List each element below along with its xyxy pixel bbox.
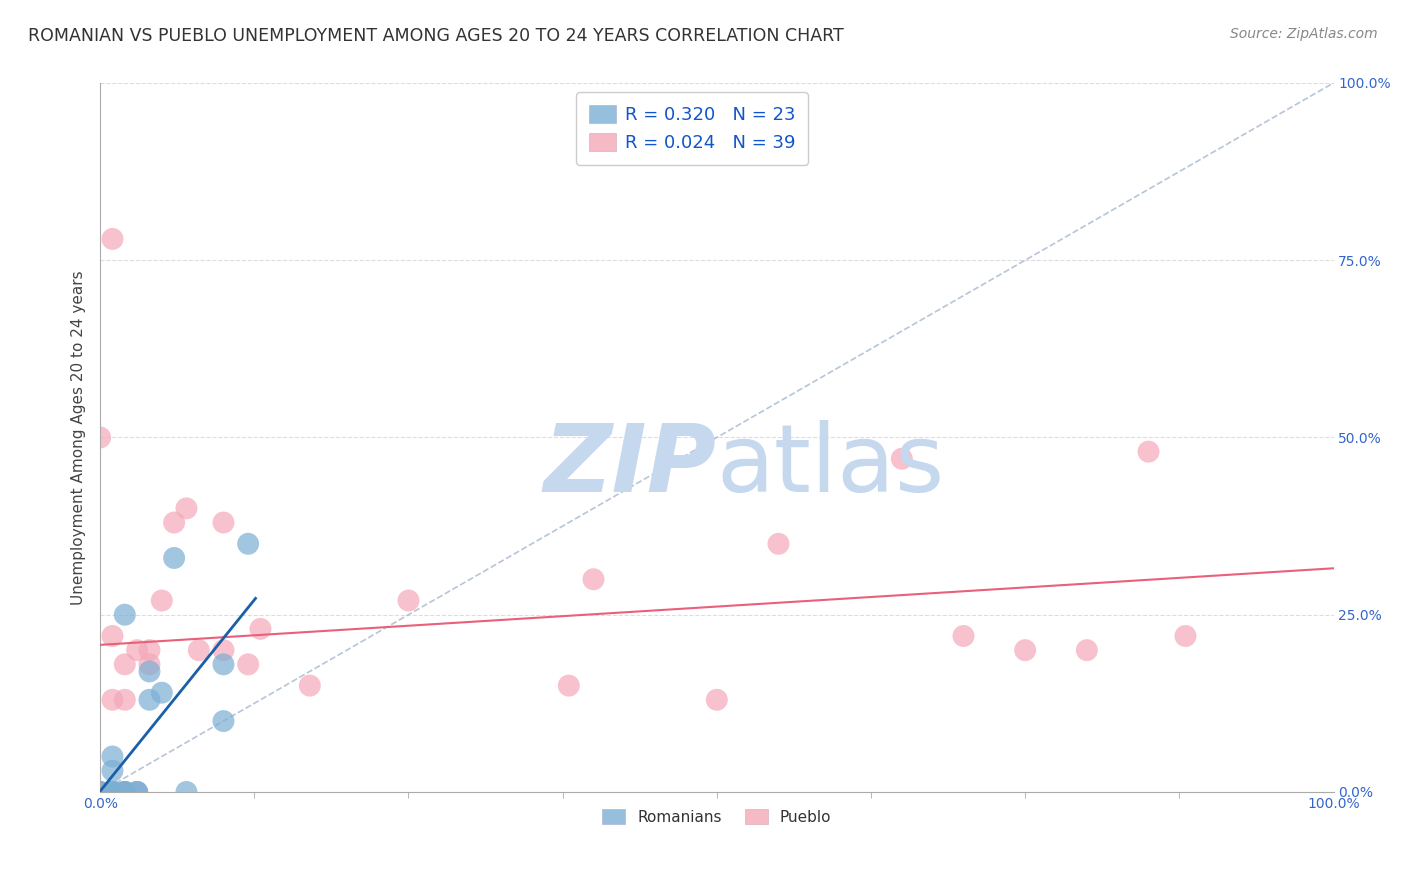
Point [127,785,149,799]
Point [101,693,124,707]
Text: atlas: atlas [717,420,945,512]
Point [101,785,124,799]
Point [1076,643,1098,657]
Text: Source: ZipAtlas.com: Source: ZipAtlas.com [1230,27,1378,41]
Point [114,657,136,672]
Point [114,693,136,707]
Point [127,785,149,799]
Point [127,785,149,799]
Point [150,593,173,607]
Point [768,537,790,551]
Point [890,451,912,466]
Point [101,232,124,246]
Point [138,665,160,679]
Point [89,430,111,444]
Point [101,785,124,799]
Point [176,501,198,516]
Point [706,693,728,707]
Point [101,785,124,799]
Point [952,629,974,643]
Point [187,643,209,657]
Point [150,686,173,700]
Point [89,785,111,799]
Point [212,657,235,672]
Point [398,593,420,607]
Text: ZIP: ZIP [544,420,717,512]
Point [1014,643,1036,657]
Point [176,785,198,799]
Point [236,657,259,672]
Point [89,785,111,799]
Point [1174,629,1197,643]
Point [138,657,160,672]
Point [212,516,235,530]
Point [101,785,124,799]
Point [138,643,160,657]
Point [114,785,136,799]
Point [114,785,136,799]
Point [89,785,111,799]
Point [212,714,235,728]
Text: ROMANIAN VS PUEBLO UNEMPLOYMENT AMONG AGES 20 TO 24 YEARS CORRELATION CHART: ROMANIAN VS PUEBLO UNEMPLOYMENT AMONG AG… [28,27,844,45]
Point [558,679,581,693]
Point [101,749,124,764]
Y-axis label: Unemployment Among Ages 20 to 24 years: Unemployment Among Ages 20 to 24 years [72,270,86,605]
Point [1137,444,1160,458]
Point [114,785,136,799]
Point [114,785,136,799]
Point [101,764,124,778]
Point [127,643,149,657]
Point [138,693,160,707]
Point [101,785,124,799]
Point [101,629,124,643]
Point [236,537,259,551]
Point [212,643,235,657]
Point [582,572,605,586]
Point [114,607,136,622]
Point [163,551,186,566]
Point [163,516,186,530]
Point [298,679,321,693]
Legend: Romanians, Pueblo: Romanians, Pueblo [593,799,841,834]
Point [101,785,124,799]
Point [101,785,124,799]
Point [249,622,271,636]
